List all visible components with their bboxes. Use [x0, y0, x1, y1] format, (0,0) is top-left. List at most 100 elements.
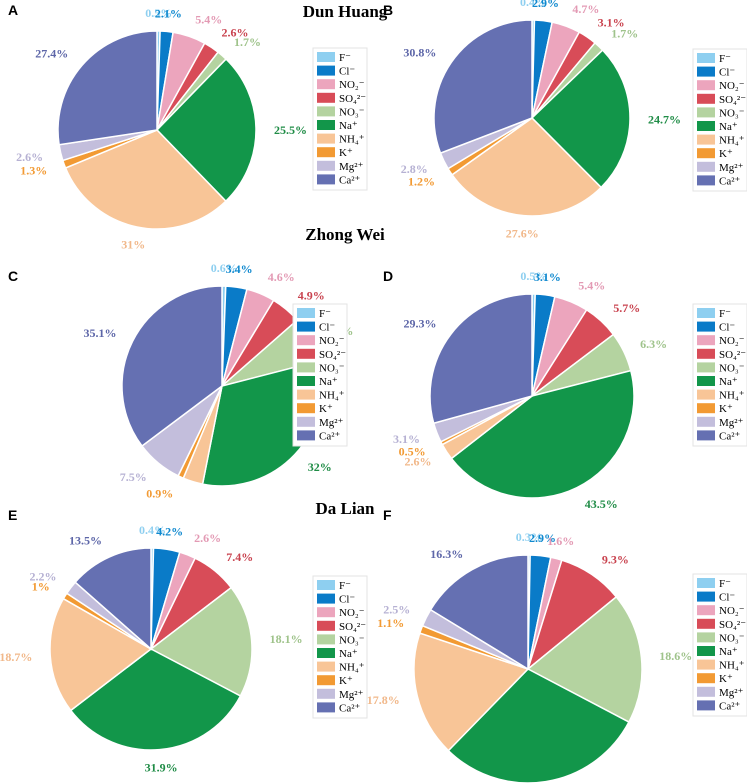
legend-label-no2: NO₂⁻ [339, 79, 365, 91]
legend-label-ca: Ca²⁺ [719, 430, 741, 442]
data-label-d-cl: 3.1% [534, 270, 561, 284]
pie-slice-b-ca[interactable] [433, 19, 533, 155]
legend-label-so4: SO₄²⁻ [339, 621, 366, 633]
legend-swatch-mg [317, 688, 335, 699]
pie-slice-a-na[interactable] [155, 58, 257, 203]
data-label-b-no2: 4.7% [572, 2, 599, 16]
legend-swatch-no2 [697, 335, 715, 346]
data-label-f-cl: 2.9% [529, 531, 556, 545]
legend-swatch-k [697, 148, 715, 159]
pie-slice-a-nh4[interactable] [64, 129, 227, 230]
legend-label-no3: NO₃⁻ [339, 106, 365, 118]
pie-slice-d-ca[interactable] [429, 293, 533, 425]
legend-swatch-mg [697, 416, 715, 427]
pie-slice-f-no3[interactable] [526, 595, 643, 724]
legend-swatch-na [297, 376, 315, 386]
data-label-d-mg: 3.1% [393, 432, 420, 446]
pie-panel-f: F0.3%2.9%1.6%9.3%18.6%29.6%17.8%1.1%2.5%… [367, 507, 747, 784]
pie-slice-b-na[interactable] [530, 49, 631, 189]
panel-letter-e: E [8, 507, 17, 523]
data-label-b-ca: 30.8% [403, 45, 436, 59]
legend-label-f: F⁻ [719, 578, 731, 590]
legend-f: F⁻ Cl⁻NO₂⁻ SO₄²⁻NO₃⁻ Na⁺ NH₄⁺K⁺ Mg²⁺Ca²⁺ [692, 573, 747, 717]
legend-label-cl: Cl⁻ [719, 67, 735, 79]
legend-swatch-no3 [697, 632, 715, 643]
pie-panel-e: E 0.4%4.2% 2.6% 7.4% 18.1% 31.9% 18.7% 1%2.2% 13… [0, 507, 368, 775]
legend-label-ca: Ca²⁺ [339, 174, 361, 186]
data-label-b-cl: 2.9% [532, 0, 559, 10]
site-title-dun-huang: Dun Huang [303, 2, 388, 21]
data-label-a-k: 1.3% [20, 164, 47, 178]
data-label-d-no3: 6.3% [640, 337, 667, 351]
legend-swatch-k [297, 403, 315, 414]
pie-panel-b: B 0.4%2.9% 4.7%3.1%1.7% 24.7% 27.6% 1.2%2.8% 3… [383, 0, 747, 241]
pie-slice-c-ca[interactable] [121, 285, 223, 448]
site-title-zhong-wei: Zhong Wei [305, 225, 385, 244]
legend-label-cl: Cl⁻ [339, 594, 355, 606]
legend-swatch-k [317, 147, 335, 158]
legend-swatch-no2 [317, 607, 335, 618]
legend-swatch-na [317, 120, 335, 130]
legend-label-f: F⁻ [339, 580, 351, 592]
legend-c: F⁻ Cl⁻NO₂⁻ SO₄²⁻NO₃⁻ Na⁺ NH₄⁺K⁺ Mg²⁺Ca²⁺ [292, 303, 348, 447]
pie-slice-f-ca[interactable] [429, 554, 529, 671]
legend-swatch-no2 [317, 79, 335, 90]
data-label-c-so4: 4.9% [298, 289, 325, 303]
pie-slice-e-no3[interactable] [149, 586, 253, 697]
legend-swatch-f [697, 53, 715, 63]
legend-swatch-na [697, 646, 715, 656]
data-label-e-cl: 4.2% [156, 525, 183, 539]
data-label-f-no2: 1.6% [547, 534, 574, 548]
legend-swatch-ca [297, 430, 315, 441]
legend-label-mg: Mg²⁺ [339, 161, 364, 173]
legend-label-cl: Cl⁻ [339, 66, 355, 78]
pie-slice-f-na[interactable] [447, 668, 630, 784]
data-label-e-so4: 7.4% [226, 550, 253, 564]
legend-swatch-k [317, 675, 335, 686]
legend-swatch-cl [297, 321, 315, 332]
legend-label-so4: SO₄²⁻ [339, 93, 366, 105]
legend-swatch-k [697, 673, 715, 684]
pie-panel-a: A 0.5%2.1% 5.4%2.6%1.7%25.5%31%1.3%2.6%27.… [8, 2, 368, 252]
pie-slice-b-nh4[interactable] [451, 117, 603, 217]
pie-slice-e-na[interactable] [69, 648, 242, 751]
pie-slice-e-nh4[interactable] [49, 597, 153, 712]
pie-slice-f-nh4[interactable] [413, 632, 530, 752]
legend-label-no2: NO₂⁻ [719, 605, 745, 617]
legend-swatch-no2 [697, 80, 715, 91]
legend-swatch-na [317, 648, 335, 658]
legend-swatch-f [697, 578, 715, 588]
legend-swatch-cl [697, 66, 715, 77]
data-label-c-na: 32% [308, 460, 332, 474]
pie-slice-d-na[interactable] [450, 369, 635, 499]
legend-swatch-nh4 [697, 134, 715, 145]
data-label-e-mg: 2.2% [30, 570, 57, 584]
legend-swatch-cl [697, 321, 715, 332]
data-label-e-ca: 13.5% [69, 534, 102, 548]
pie-slice-a-ca[interactable] [57, 30, 158, 146]
data-label-c-no2: 4.6% [268, 270, 295, 284]
legend-swatch-na [697, 376, 715, 386]
legend-swatch-f [297, 308, 315, 318]
data-label-c-ca: 35.1% [84, 326, 117, 340]
pie-slice-e-ca[interactable] [74, 547, 152, 651]
data-label-d-f: 0.5% [520, 269, 547, 283]
legend-label-na: Na⁺ [719, 646, 738, 658]
legend-label-so4: SO₄²⁻ [719, 349, 746, 361]
data-label-a-so4: 2.6% [222, 25, 249, 39]
data-label-d-no2: 5.4% [578, 278, 605, 292]
legend-swatch-no2 [697, 605, 715, 616]
data-label-f-f: 0.3% [516, 530, 543, 544]
legend-label-mg: Mg²⁺ [719, 162, 744, 174]
legend-swatch-so4 [317, 92, 335, 103]
data-label-a-ca: 27.4% [35, 47, 68, 61]
legend-swatch-ca [317, 702, 335, 713]
legend-swatch-nh4 [697, 659, 715, 670]
legend-swatch-so4 [697, 348, 715, 359]
legend-label-no3: NO₃⁻ [719, 362, 745, 374]
legend-label-no3: NO₃⁻ [339, 634, 365, 646]
legend-label-k: K⁺ [719, 403, 733, 415]
legend-label-mg: Mg²⁺ [339, 689, 364, 701]
data-label-b-k: 1.2% [408, 175, 435, 189]
